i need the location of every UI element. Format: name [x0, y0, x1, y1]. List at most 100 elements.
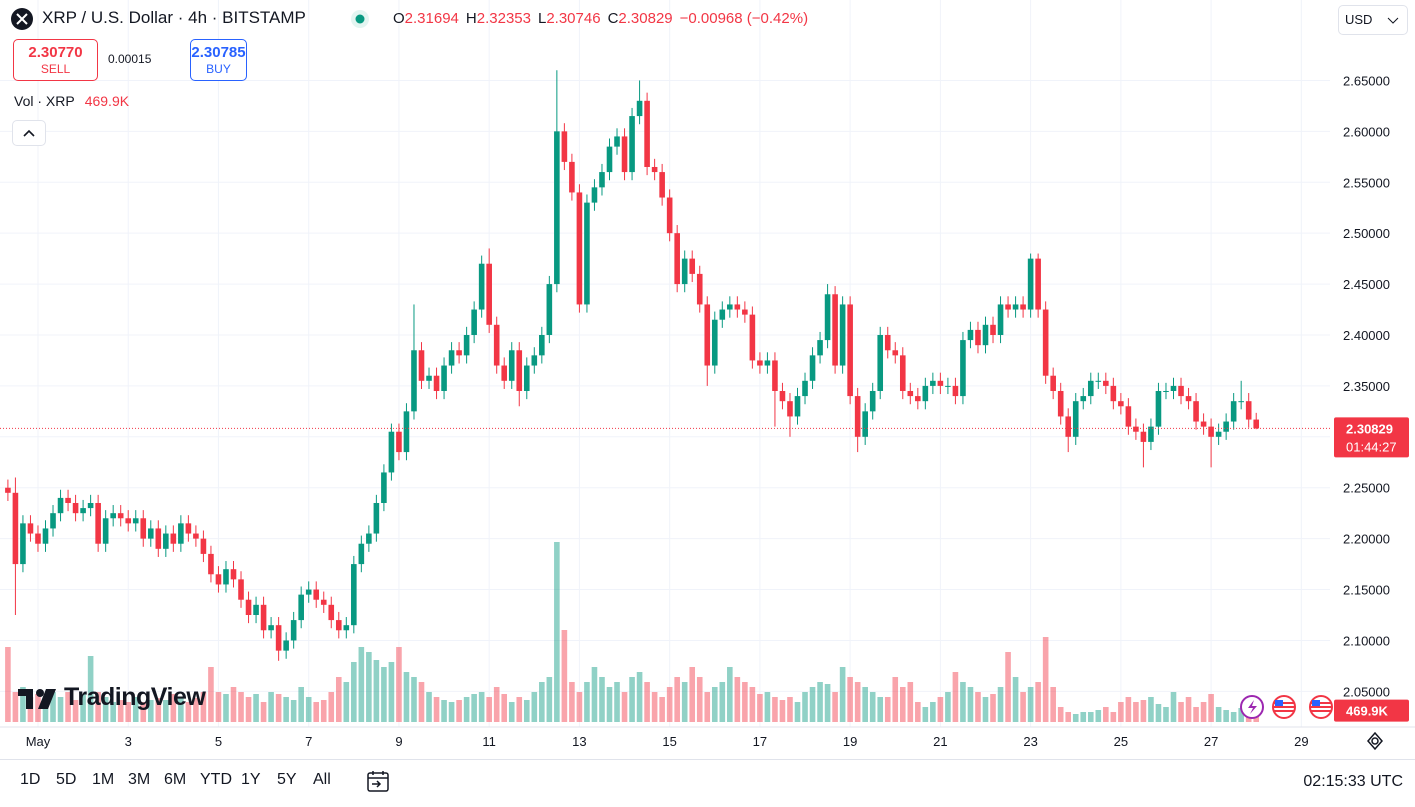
volume-bar: [411, 677, 417, 722]
volume-bar: [1170, 692, 1177, 722]
volume-bar: [689, 667, 696, 722]
volume-bar: [1238, 708, 1244, 722]
candle-body: [584, 202, 590, 305]
volume-bar: [140, 702, 147, 722]
range-button[interactable]: 1M: [92, 771, 115, 788]
volume-bar: [892, 677, 899, 722]
volume-bar: [1133, 702, 1139, 722]
volume-bar: [772, 697, 778, 722]
candle-body: [1185, 396, 1192, 402]
candle-body: [990, 324, 996, 335]
candle-body: [163, 533, 169, 549]
volume-bar: [787, 697, 793, 722]
volume-bar: [734, 677, 741, 722]
range-button[interactable]: 1D: [20, 771, 41, 788]
symbol-title: XRP / U.S. Dollar · 4h · BITSTAMP: [42, 8, 306, 27]
market-status[interactable]: [350, 9, 370, 29]
candle-body: [1072, 401, 1079, 437]
range-button[interactable]: 1Y: [241, 771, 261, 788]
volume-bar: [749, 687, 756, 722]
candle-body: [80, 508, 86, 514]
range-button[interactable]: 5Y: [277, 771, 297, 788]
volume-bar: [523, 700, 530, 722]
range-button[interactable]: 6M: [164, 771, 187, 788]
volume-bar: [117, 700, 124, 722]
candle-body: [200, 538, 207, 554]
candle-body: [960, 340, 966, 397]
volume-bar: [351, 662, 357, 722]
candle-body: [757, 360, 763, 366]
candle-body: [1163, 390, 1169, 392]
x-tick-label: 29: [1294, 734, 1308, 749]
countdown-label: 01:44:27: [1346, 439, 1397, 454]
y-tick-label: 2.20000: [1343, 532, 1390, 547]
chevron: [1387, 17, 1399, 24]
volume-bar: [433, 697, 440, 722]
volume-bar: [997, 687, 1004, 722]
volume-bar: [561, 630, 568, 722]
currency-select[interactable]: USD: [1338, 5, 1408, 35]
volume-bar: [696, 677, 703, 722]
label: L: [537, 10, 547, 27]
volume-bar: [757, 694, 763, 722]
volume-bar: [809, 687, 816, 722]
candle-body: [42, 528, 49, 544]
y-tick-label: 2.40000: [1343, 328, 1390, 343]
candle-body: [899, 355, 906, 391]
candle-body: [937, 380, 944, 386]
label: H: [465, 10, 477, 27]
sell-button[interactable]: 2.30770 SELL: [13, 39, 98, 81]
candle-body: [1200, 421, 1207, 427]
volume-value-box: [1334, 699, 1409, 722]
range-button[interactable]: 5D: [56, 771, 77, 788]
close-value: 2.30829: [618, 10, 673, 27]
candle-body: [1065, 416, 1072, 437]
candle-body: [651, 166, 658, 173]
volume-bar: [945, 692, 951, 722]
candle-body: [824, 294, 831, 341]
volume-bar: [80, 694, 86, 722]
volume-bar: [554, 542, 560, 722]
buy-button[interactable]: 2.30785 BUY: [190, 39, 247, 81]
collapse-button[interactable]: [12, 120, 46, 146]
symbol-icon: [11, 8, 33, 30]
volume-bar: [20, 687, 26, 722]
range-button[interactable]: 3M: [128, 771, 151, 788]
volume-bar: [711, 687, 718, 722]
candle-body: [1012, 304, 1019, 310]
volume-bar: [1020, 692, 1026, 722]
volume-bar: [230, 687, 237, 722]
range-bar: 1D 5D 1M 3M 6M YTD 1Y 5Y All: [20, 771, 349, 789]
x-tick-label: 21: [933, 734, 947, 749]
date-range-icon[interactable]: [365, 769, 391, 795]
volume-bar: [1148, 697, 1154, 722]
volume-bar: [358, 647, 365, 722]
volume-bar: [50, 692, 56, 722]
y-tick-label: 2.15000: [1343, 583, 1390, 598]
candle-body: [546, 284, 553, 335]
candle-body: [802, 380, 808, 397]
clock[interactable]: 02:15:33 UTC: [1303, 773, 1403, 790]
candle-body: [102, 518, 109, 544]
candle-body: [1095, 380, 1102, 382]
candle-body: [501, 365, 508, 381]
volume-bar: [899, 687, 906, 722]
volume-bar: [1005, 652, 1011, 722]
candle-body: [1170, 385, 1177, 391]
candle-body: [516, 350, 523, 391]
x-tick-label: 15: [662, 734, 676, 749]
candle-body: [381, 472, 387, 503]
range-button[interactable]: YTD: [200, 771, 232, 788]
range-button[interactable]: All: [313, 771, 331, 788]
y-tick-label: 2.50000: [1343, 226, 1390, 241]
volume-bar: [478, 692, 485, 722]
candle-body: [674, 233, 680, 285]
candle-body: [606, 146, 613, 173]
candle-body: [117, 513, 124, 519]
volume-bar: [794, 702, 801, 722]
volume-bar: [742, 682, 748, 722]
volume-bar: [1110, 712, 1117, 722]
volume-bar: [95, 692, 101, 722]
settings-icon[interactable]: [1364, 730, 1386, 752]
candle-body: [854, 396, 861, 437]
